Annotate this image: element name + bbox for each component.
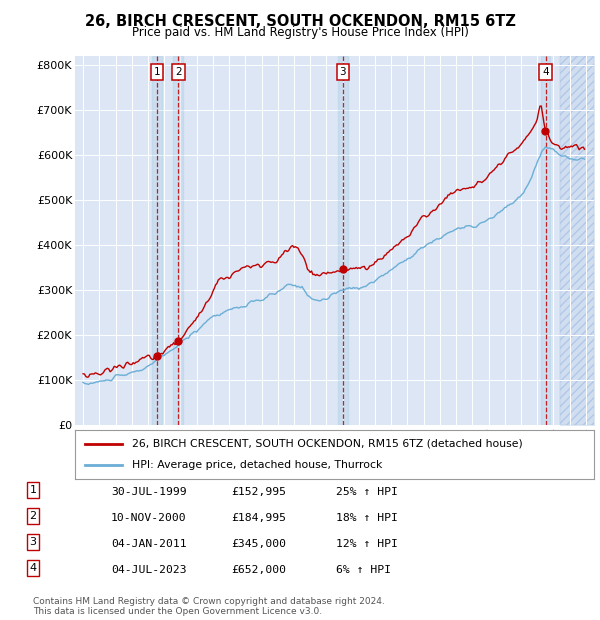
Text: This data is licensed under the Open Government Licence v3.0.: This data is licensed under the Open Gov… bbox=[33, 607, 322, 616]
Text: 10-NOV-2000: 10-NOV-2000 bbox=[111, 513, 187, 523]
Text: 26, BIRCH CRESCENT, SOUTH OCKENDON, RM15 6TZ (detached house): 26, BIRCH CRESCENT, SOUTH OCKENDON, RM15… bbox=[132, 439, 523, 449]
Text: 04-JUL-2023: 04-JUL-2023 bbox=[111, 565, 187, 575]
Text: 18% ↑ HPI: 18% ↑ HPI bbox=[336, 513, 398, 523]
Text: 6% ↑ HPI: 6% ↑ HPI bbox=[336, 565, 391, 575]
Text: 1: 1 bbox=[154, 68, 161, 78]
Text: 25% ↑ HPI: 25% ↑ HPI bbox=[336, 487, 398, 497]
Bar bbox=[338, 56, 347, 425]
Text: 1: 1 bbox=[29, 485, 37, 495]
Text: 26, BIRCH CRESCENT, SOUTH OCKENDON, RM15 6TZ: 26, BIRCH CRESCENT, SOUTH OCKENDON, RM15… bbox=[85, 14, 515, 29]
Text: 2: 2 bbox=[29, 511, 37, 521]
Bar bbox=[173, 56, 183, 425]
Text: £652,000: £652,000 bbox=[231, 565, 286, 575]
Text: 2: 2 bbox=[175, 68, 182, 78]
Text: Price paid vs. HM Land Registry's House Price Index (HPI): Price paid vs. HM Land Registry's House … bbox=[131, 26, 469, 39]
Text: £152,995: £152,995 bbox=[231, 487, 286, 497]
Text: 3: 3 bbox=[29, 537, 37, 547]
Text: £184,995: £184,995 bbox=[231, 513, 286, 523]
Text: 30-JUL-1999: 30-JUL-1999 bbox=[111, 487, 187, 497]
Text: 04-JAN-2011: 04-JAN-2011 bbox=[111, 539, 187, 549]
Bar bbox=[541, 56, 550, 425]
Text: 12% ↑ HPI: 12% ↑ HPI bbox=[336, 539, 398, 549]
Text: HPI: Average price, detached house, Thurrock: HPI: Average price, detached house, Thur… bbox=[132, 460, 382, 470]
Text: 4: 4 bbox=[29, 563, 37, 573]
Text: £345,000: £345,000 bbox=[231, 539, 286, 549]
Bar bbox=[152, 56, 162, 425]
Text: 4: 4 bbox=[542, 68, 549, 78]
Text: Contains HM Land Registry data © Crown copyright and database right 2024.: Contains HM Land Registry data © Crown c… bbox=[33, 597, 385, 606]
Text: 3: 3 bbox=[340, 68, 346, 78]
